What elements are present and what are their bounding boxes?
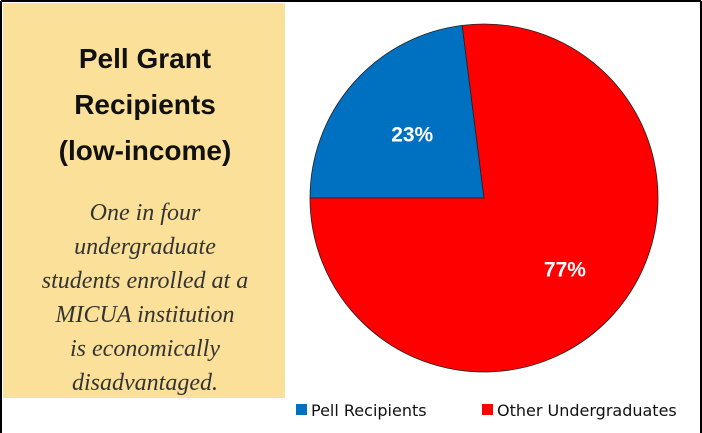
- legend-label: Other Undergraduates: [497, 401, 677, 420]
- data-label: 23%: [391, 124, 433, 147]
- legend-swatch: [296, 404, 307, 415]
- chart-title: Pell Grant: [79, 43, 211, 74]
- annotation: undergraduate: [74, 234, 216, 260]
- annotation: One in four: [90, 200, 201, 226]
- legend-label: Pell Recipients: [311, 401, 427, 420]
- annotation: disadvantaged.: [72, 370, 218, 396]
- pie-slice: [309, 23, 659, 373]
- annotation: students enrolled at a: [42, 268, 248, 294]
- annotation: is economically: [70, 336, 220, 362]
- data-label: 77%: [544, 258, 586, 281]
- annotation: MICUA institution: [55, 302, 235, 328]
- chart-title: Recipients: [74, 89, 216, 120]
- pie-slice: [309, 24, 485, 199]
- legend-swatch: [482, 404, 493, 415]
- side-panel: [3, 3, 285, 398]
- chart-title: (low-income): [59, 135, 232, 166]
